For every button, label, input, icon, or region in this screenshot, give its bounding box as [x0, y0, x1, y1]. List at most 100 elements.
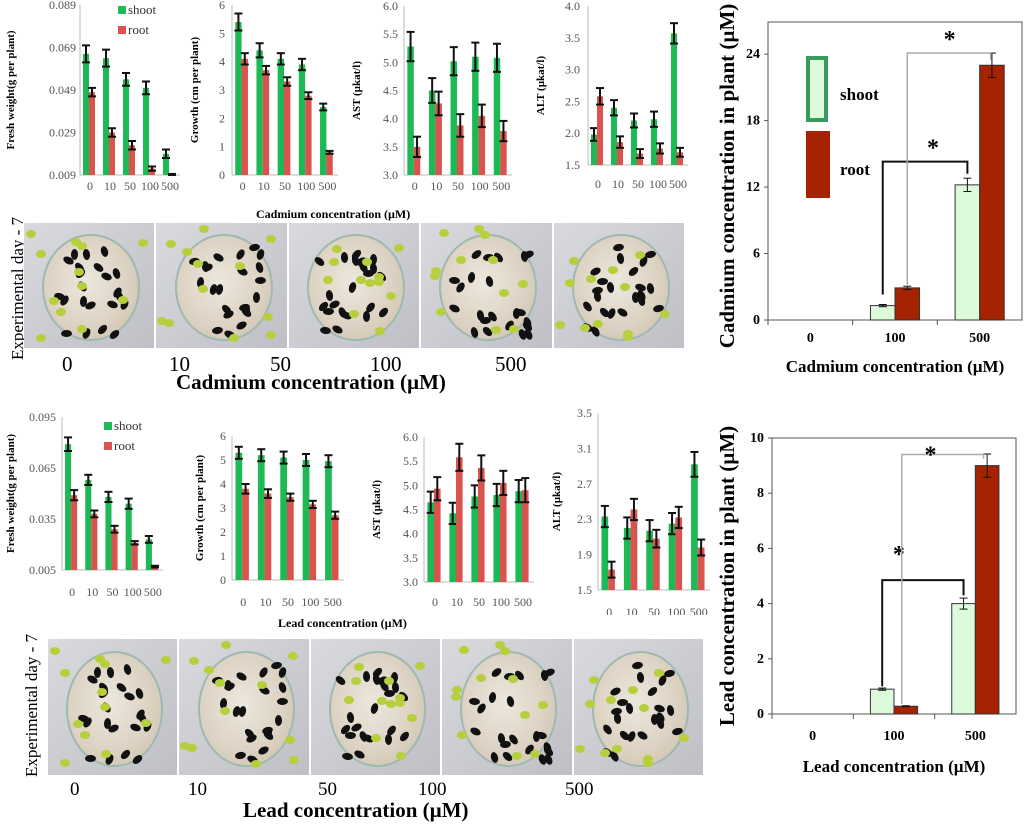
sprout-leaf [49, 646, 60, 655]
bar-shoot-0 [407, 46, 414, 176]
bar-root-10 [617, 142, 623, 165]
sprout-leaf [584, 700, 595, 709]
legend-swatch-shoot [104, 422, 112, 430]
cd-photo-label: 10 [169, 352, 190, 376]
sprout-leaf [137, 238, 148, 247]
pb-photo-label: 50 [318, 779, 337, 800]
x-tick-label: 10 [626, 605, 638, 615]
sprout-leaf [500, 647, 511, 656]
bar-shoot-500 [954, 184, 981, 321]
x-axis-title: Lead concentration (µM) [803, 757, 986, 776]
significance-bracket-shoot [881, 579, 965, 687]
y-tick-label: 5 [220, 453, 226, 467]
y-tick-label: 12 [746, 180, 760, 195]
y-tick-label: 0.065 [29, 461, 56, 475]
bar-root-50 [653, 538, 660, 590]
sprout-leaf [141, 718, 152, 727]
bar-root-0 [597, 96, 603, 165]
x-tick-label: 500 [324, 595, 342, 609]
bar-root-0 [434, 488, 441, 582]
y-tick-label: 8 [757, 486, 764, 501]
bar-shoot-500 [691, 464, 698, 590]
sprout-leaf [79, 731, 90, 740]
cd-photo-strip [24, 223, 684, 348]
sprout-leaf [72, 719, 83, 728]
bar-root-10 [630, 509, 638, 590]
bar-shoot-100 [869, 305, 896, 321]
sprout-leaf [344, 696, 355, 705]
y-axis-title: Growth (cm per plant) [189, 37, 201, 144]
sprout-leaf [612, 744, 623, 753]
sprout-leaf [407, 713, 418, 722]
bar-root-10 [456, 457, 463, 582]
cd-photo-label: 100 [370, 352, 402, 376]
x-tick-label: 10 [260, 595, 272, 609]
sprout-leaf [499, 288, 510, 297]
bar-shoot-0 [235, 452, 243, 580]
sprout-leaf [605, 695, 616, 704]
bar-shoot-0 [427, 502, 434, 582]
legend-swatch-root [118, 26, 126, 34]
sprout-leaf [59, 759, 70, 768]
bar-root-100 [309, 504, 317, 580]
bar-root-500 [697, 547, 705, 590]
bar-shoot-10 [623, 528, 631, 590]
bar-root-0 [413, 146, 421, 175]
x-tick-label: 100 [141, 179, 159, 193]
x-tick-label: 0 [809, 729, 816, 744]
pb-photo-100 [442, 639, 572, 775]
y-tick-label: 0.005 [29, 563, 56, 577]
cd-photo-100 [421, 223, 552, 348]
significance-bracket-shoot [881, 160, 969, 295]
y-tick-label: 0 [219, 168, 225, 182]
sprout-leaf [654, 669, 665, 678]
pb-photo-label: 500 [565, 779, 594, 800]
sprout-leaf [435, 307, 446, 316]
pb-photo-0 [48, 639, 178, 775]
sprout-leaf [377, 696, 388, 705]
y-tick-label: 1.5 [565, 158, 580, 172]
sprout-leaf [479, 230, 490, 239]
y-tick-label: 5.5 [403, 454, 418, 468]
pb-plant-concentration-chart: 0 2 4 6 8 10 Lead concentration in plant (µM) 0… [715, 426, 1017, 776]
sprout-leaf [257, 681, 268, 690]
bar-shoot-500 [163, 153, 169, 175]
sprout-leaf [370, 734, 381, 743]
seed [384, 734, 392, 746]
y-tick-label: 2.0 [565, 126, 580, 140]
cd-photo-axis-title: Cadmium concentration (µM) [176, 370, 446, 394]
x-tick-label: 0 [606, 605, 612, 615]
seed [60, 329, 72, 337]
x-tick-label: 0 [432, 595, 438, 609]
sprout-leaf [164, 319, 175, 328]
y-axis-title: Growth (cm per plant) [194, 455, 206, 562]
sprout-leaf [487, 256, 498, 265]
sprout-leaf [35, 333, 46, 342]
significance-star: * [924, 443, 936, 469]
sprout-leaf [565, 279, 576, 288]
y-tick-label: 18 [746, 114, 760, 129]
sprout-leaf [118, 296, 129, 305]
sprout-leaf [608, 265, 619, 274]
sprout-leaf [100, 660, 111, 669]
sprout-leaf [215, 679, 226, 688]
y-tick-label: 6 [757, 541, 764, 556]
sprout-leaf [329, 258, 340, 267]
sprout-leaf [459, 646, 470, 655]
bar-shoot-50 [280, 457, 287, 580]
sprout-leaf [431, 266, 442, 275]
pb-alt-chart: 1.5 1.9 2.3 2.7 3.1 3.5 ALT (µkat/l) 0 10 50 100 50… [551, 406, 710, 615]
sprout-leaf [265, 235, 276, 244]
sprout-leaf [197, 285, 208, 294]
sprout-leaf [396, 752, 407, 761]
sprout-leaf [60, 668, 71, 677]
bar-root-10 [109, 132, 115, 175]
y-axis-title: Fresh weight(g per plant) [5, 434, 17, 553]
sprout-leaf [77, 325, 88, 334]
bar-shoot-500 [515, 491, 522, 582]
y-tick-label: 2 [220, 525, 226, 539]
x-tick-label: 50 [107, 585, 119, 599]
bar-root-50 [287, 497, 294, 580]
bar-root-500 [979, 64, 1005, 321]
bar-shoot-0 [601, 516, 609, 590]
